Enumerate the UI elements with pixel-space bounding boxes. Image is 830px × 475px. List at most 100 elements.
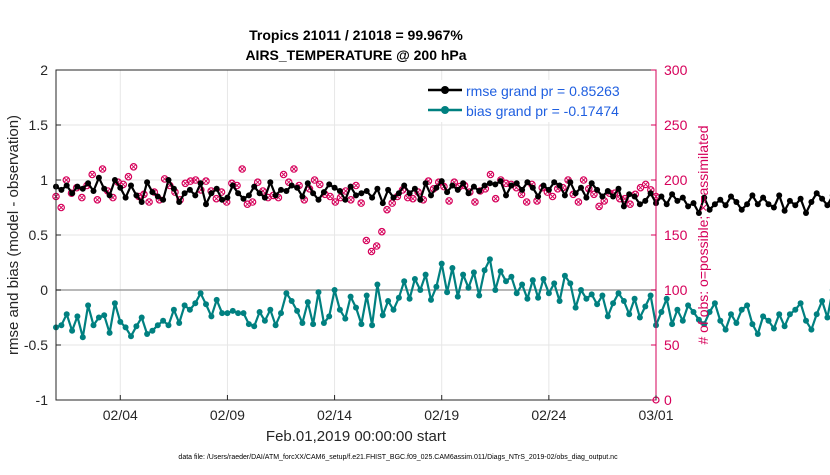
bias-point — [230, 308, 236, 314]
bias-point — [112, 300, 118, 306]
y-axis-left-ticks: -1-0.500.511.52 — [24, 62, 61, 408]
rmse-point — [589, 180, 595, 186]
rmse-point — [208, 190, 214, 196]
rmse-point — [637, 201, 643, 207]
rmse-point — [353, 192, 359, 198]
bias-point — [567, 280, 573, 286]
bias-point — [246, 321, 252, 327]
rmse-point — [251, 184, 257, 190]
bias-point — [117, 319, 123, 325]
bias-point — [364, 293, 370, 299]
rmse-point — [466, 190, 472, 196]
rmse-point — [492, 181, 498, 187]
rmse-point — [91, 188, 97, 194]
bias-point — [198, 290, 204, 296]
bias-point — [792, 307, 798, 313]
bias-point — [374, 282, 380, 288]
bias-point — [337, 307, 343, 313]
data-file-footer: data file: /Users/raeder/DAI/ATM_forcXX/… — [178, 454, 618, 461]
rmse-point — [723, 202, 729, 208]
bias-point — [669, 321, 675, 327]
rmse-point — [685, 203, 691, 209]
bias-point — [498, 268, 504, 274]
rmse-point — [391, 195, 397, 201]
bias-point — [69, 328, 75, 334]
bias-point — [289, 298, 295, 304]
legend-bias-marker — [441, 106, 449, 114]
x-tick-label: 02/09 — [210, 407, 245, 423]
y-right-tick-label: 0 — [664, 392, 672, 408]
rmse-point — [155, 194, 161, 200]
rmse-point — [385, 187, 391, 193]
rmse-point — [369, 195, 375, 201]
rmse-point — [364, 188, 370, 194]
bias-point — [187, 307, 193, 313]
bias-point — [578, 287, 584, 293]
rmse-point — [101, 186, 107, 192]
bias-point — [508, 274, 514, 280]
rmse-point — [508, 183, 514, 189]
y-right-tick-label: 300 — [664, 62, 688, 78]
rmse-point — [149, 189, 155, 195]
legend-rmse-label: rmse grand pr = 0.85263 — [466, 83, 620, 99]
bias-point — [85, 302, 91, 308]
rmse-point — [69, 190, 75, 196]
rmse-point — [760, 195, 766, 201]
y-left-tick-label: -1 — [36, 392, 49, 408]
bias-point — [476, 293, 482, 299]
rmse-point — [728, 194, 734, 200]
bias-point — [267, 307, 273, 313]
x-tick-label: 02/24 — [531, 407, 566, 423]
bias-point — [305, 299, 311, 305]
bias-point — [717, 318, 723, 324]
rmse-point — [230, 183, 236, 189]
rmse-point — [348, 184, 354, 190]
rmse-point — [680, 195, 686, 201]
rmse-point — [439, 178, 445, 184]
rmse-point — [626, 191, 632, 197]
bias-point — [369, 322, 375, 328]
rmse-point — [74, 184, 80, 190]
rmse-point — [712, 201, 718, 207]
bias-point — [674, 307, 680, 313]
rmse-point — [241, 196, 247, 202]
bias-point — [412, 276, 418, 282]
bias-point — [739, 307, 745, 313]
rmse-point — [326, 181, 332, 187]
bias-point — [407, 296, 413, 302]
bias-point — [139, 315, 145, 321]
rmse-point — [198, 180, 204, 186]
bias-point — [658, 309, 664, 315]
bias-point — [626, 311, 632, 317]
bias-point — [514, 290, 520, 296]
rmse-point — [310, 190, 316, 196]
bias-point — [299, 320, 305, 326]
bias-point — [128, 333, 134, 339]
y-left-tick-label: -0.5 — [24, 337, 48, 353]
legend-rmse-marker — [441, 86, 449, 94]
rmse-point — [658, 194, 664, 200]
rmse-point — [316, 197, 322, 203]
bias-point — [733, 320, 739, 326]
rmse-point — [733, 199, 739, 205]
rmse-point — [798, 196, 804, 202]
bias-point — [798, 300, 804, 306]
x-tick-label: 02/19 — [424, 407, 459, 423]
bias-point — [824, 315, 830, 321]
bias-point — [535, 295, 541, 301]
rmse-point — [482, 183, 488, 189]
bias-point — [621, 298, 627, 304]
rmse-point — [669, 191, 675, 197]
bias-point — [749, 321, 755, 327]
y-left-tick-label: 2 — [40, 62, 48, 78]
bias-point — [819, 298, 825, 304]
rmse-point — [96, 175, 102, 181]
bias-point — [466, 285, 472, 291]
bias-point — [616, 290, 622, 296]
rmse-point — [396, 190, 402, 196]
rmse-point — [332, 185, 338, 191]
rmse-point — [123, 195, 129, 201]
bias-point — [262, 318, 268, 324]
rmse-point — [594, 187, 600, 193]
